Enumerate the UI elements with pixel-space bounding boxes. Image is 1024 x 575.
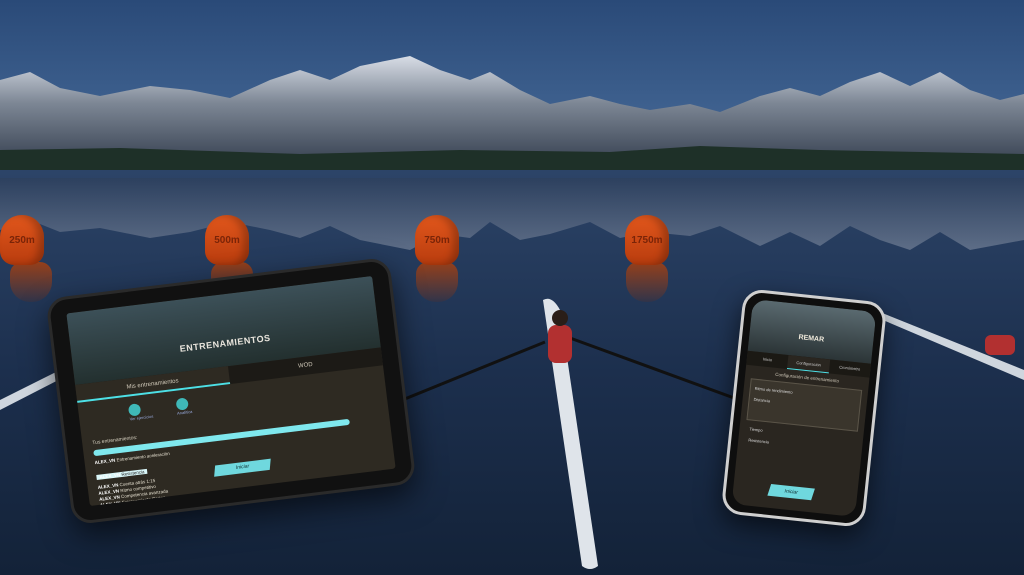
phone-body: Configuración de entrenamiento Ritmo de … [738,369,863,510]
tab-cronometro[interactable]: Cronómetro [838,364,861,372]
phone-screen: REMAR Inicio Configuración Cronómetro Co… [731,299,877,517]
config-box: Ritmo de rendimiento Distancia [746,378,863,432]
buoy-label: 500m [214,235,240,246]
buoy-label: 1750m [631,235,663,246]
buoy-label: 250m [9,235,35,246]
rower-boat [389,298,746,569]
tab-configuracion[interactable]: Configuración [787,355,830,374]
phone-device: REMAR Inicio Configuración Cronómetro Co… [720,288,888,528]
side-boat-right [850,300,1024,380]
list-item-selected[interactable]: ALEX_VN Resistencia [96,468,148,481]
ver-ejercicios-icon[interactable]: Ver ejercicios [127,402,154,422]
tab-inicio[interactable]: Inicio [762,356,773,363]
mountains [0,56,1024,160]
analitica-icon[interactable]: Analítica [175,397,193,416]
mountain-reflection [0,178,1024,250]
tablet-device: ENTRENAMIENTOS Mis entrenamientos WOD Ve… [45,256,417,526]
phone-title: REMAR [798,334,825,344]
buoy-label: 750m [424,235,450,246]
tablet-screen: ENTRENAMIENTOS Mis entrenamientos WOD Ve… [66,275,396,507]
shoreline [0,146,1024,172]
phone-start-button[interactable]: Iniciar [767,483,815,501]
